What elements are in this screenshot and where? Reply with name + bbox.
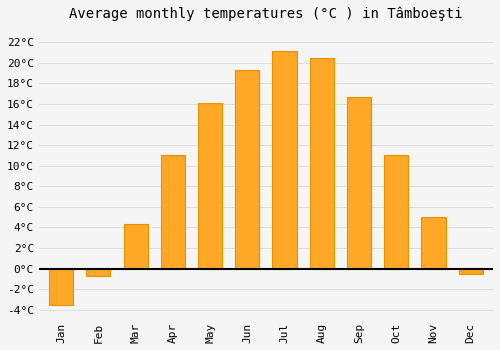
- Bar: [347, 97, 371, 268]
- Bar: [86, 268, 110, 276]
- Bar: [160, 155, 185, 268]
- Bar: [49, 268, 73, 304]
- Bar: [198, 103, 222, 268]
- Bar: [310, 58, 334, 268]
- Bar: [384, 155, 408, 268]
- Bar: [124, 224, 148, 268]
- Bar: [272, 51, 296, 268]
- Bar: [458, 268, 483, 274]
- Title: Average monthly temperatures (°C ) in Tâmboeşti: Average monthly temperatures (°C ) in Tâ…: [69, 7, 462, 21]
- Bar: [235, 70, 260, 268]
- Bar: [422, 217, 446, 268]
